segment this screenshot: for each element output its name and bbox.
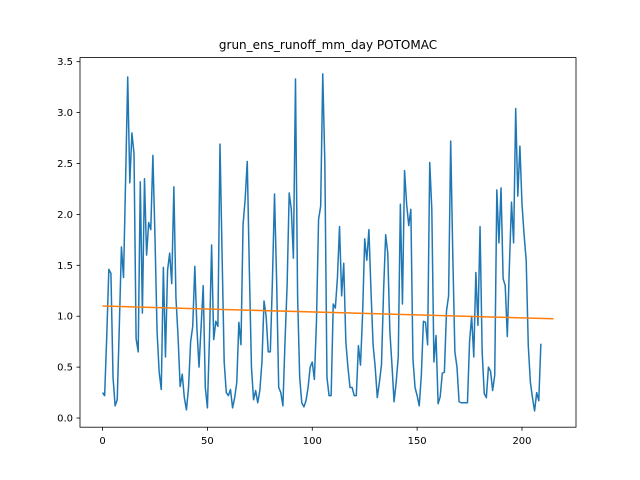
y-tick-label: 0.0: [57, 414, 73, 425]
chart-title: grun_ens_runoff_mm_day POTOMAC: [219, 38, 437, 52]
x-tick-label: 200: [512, 436, 531, 447]
y-tick-label: 2.5: [57, 159, 73, 170]
y-tick-label: 2.0: [57, 210, 73, 221]
x-tick-label: 0: [99, 436, 105, 447]
series-line-trend: [102, 305, 554, 320]
x-tick-label: 150: [408, 436, 427, 447]
y-tick-label: 1.0: [57, 312, 73, 323]
x-tick-label: 50: [201, 436, 214, 447]
y-tick-label: 1.5: [57, 261, 73, 272]
y-tick-label: 3.5: [57, 57, 73, 68]
axes-layer: 0 50 100 150 200 0.0 0.5 1.0 1.5 2.0 2.5 3.0 3.5: [57, 57, 531, 447]
y-tick-label: 3.0: [57, 108, 73, 119]
y-tick-label: 0.5: [57, 363, 73, 374]
series-layer: [101, 73, 554, 412]
x-tick-label: 100: [303, 436, 322, 447]
series-line-runoff: [101, 73, 542, 412]
plot-frame: [79, 57, 577, 428]
